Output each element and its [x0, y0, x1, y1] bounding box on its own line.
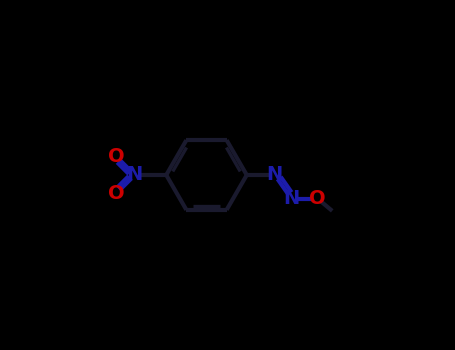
Text: O: O	[108, 184, 125, 203]
Text: N: N	[283, 189, 299, 208]
Text: O: O	[108, 147, 125, 166]
Text: N: N	[267, 166, 283, 184]
Text: O: O	[309, 189, 326, 208]
Text: N: N	[126, 166, 143, 184]
